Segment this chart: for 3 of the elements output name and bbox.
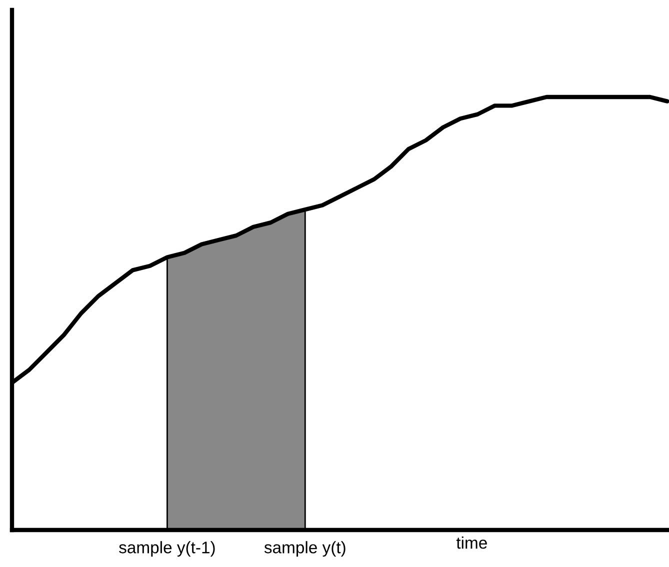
- x-axis-title: time: [456, 536, 487, 549]
- x-tick-label: sample y(t-1): [119, 541, 215, 557]
- x-tick-label: sample y(t): [264, 541, 346, 557]
